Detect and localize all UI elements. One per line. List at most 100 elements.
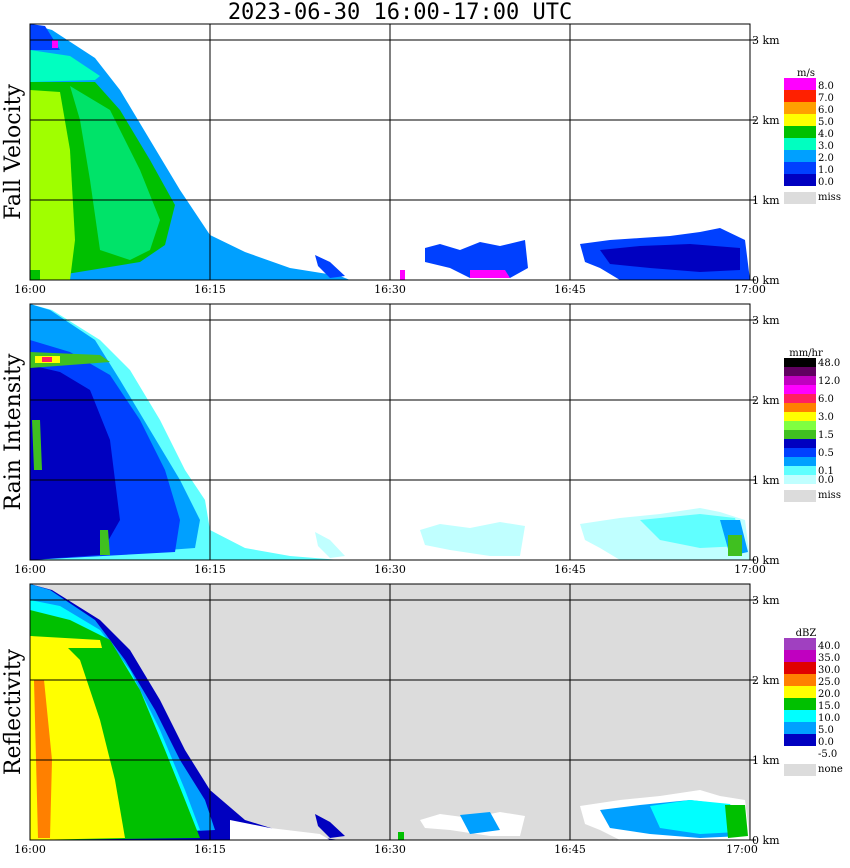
- legend-label: 48.0: [818, 358, 840, 369]
- legend-label: 3.0: [818, 141, 834, 152]
- legend-swatch: [784, 150, 816, 162]
- legend-missing-label: none: [818, 764, 843, 775]
- x-tick-label: 17:00: [734, 283, 766, 296]
- y-tick-label: 2 km: [752, 114, 780, 127]
- plot-frame: [29, 583, 751, 841]
- legend-missing-label: miss: [818, 490, 841, 501]
- legend-swatch: [784, 638, 816, 650]
- y-tick-label: 0 km: [752, 834, 780, 847]
- legend-swatch: [784, 90, 816, 102]
- rain-intensity-ylabel: Rain Intensity: [1, 353, 26, 510]
- legend-unit: m/s: [797, 68, 815, 79]
- legend-swatch: [784, 421, 816, 430]
- y-tick-label: 3 km: [752, 314, 780, 327]
- legend-unit: dBZ: [796, 628, 817, 639]
- y-tick-label: 3 km: [752, 594, 780, 607]
- legend-swatch: [784, 448, 816, 457]
- legend-label: 0.0: [818, 177, 834, 188]
- legend-swatch: [784, 698, 816, 710]
- fall-velocity-ylabel: Fall Velocity: [1, 84, 26, 220]
- legend-swatch: [784, 466, 816, 475]
- y-tick-label: 3 km: [752, 34, 780, 47]
- grid-lines: [30, 304, 750, 560]
- legend-missing-label: miss: [818, 192, 841, 203]
- legend-label: 0.1: [818, 466, 834, 477]
- legend-label: 12.0: [818, 376, 840, 387]
- legend-swatch: [784, 385, 816, 394]
- legend-swatch: [784, 439, 816, 448]
- legend-missing-swatch: [784, 764, 816, 776]
- y-tick-label: 2 km: [752, 394, 780, 407]
- legend-swatch: [784, 722, 816, 734]
- legend-label: 0.0: [818, 475, 834, 486]
- x-tick-label: 16:45: [554, 283, 586, 296]
- grid-lines: [30, 24, 750, 280]
- rain-intensity-panel: Rain Intensity 0 km 1 km 2 km 3 km 16:00…: [1, 303, 841, 576]
- legend-label: 15.0: [818, 701, 840, 712]
- y-tick-label: 1 km: [752, 754, 780, 767]
- x-tick-label: 16:45: [554, 563, 586, 576]
- legend-swatch: [784, 403, 816, 412]
- fall-velocity-legend: m/s8.07.06.05.04.03.02.01.00.0 miss: [784, 68, 841, 204]
- y-tick-label: 0 km: [752, 554, 780, 567]
- legend-swatch: [784, 376, 816, 385]
- legend-swatch: [784, 457, 816, 466]
- legend-label: -5.0: [818, 749, 837, 760]
- legend-swatch: [784, 746, 816, 758]
- x-tick-label: 16:15: [194, 843, 226, 856]
- reflectivity-field: [30, 584, 750, 840]
- legend-missing-swatch: [784, 490, 816, 502]
- legend-label: 4.0: [818, 129, 834, 140]
- legend-swatch: [784, 174, 816, 186]
- reflectivity-ylabel: Reflectivity: [1, 648, 26, 775]
- legend-swatch: [784, 114, 816, 126]
- legend-swatch: [784, 686, 816, 698]
- x-tick-label: 17:00: [734, 563, 766, 576]
- legend-swatch: [784, 662, 816, 674]
- y-tick-label: 2 km: [752, 674, 780, 687]
- legend-swatch: [784, 734, 816, 746]
- legend-swatch: [784, 475, 816, 484]
- reflectivity-legend: dBZ40.035.030.025.020.015.010.05.00.0-5.…: [784, 628, 843, 776]
- legend-unit: mm/hr: [789, 348, 823, 359]
- legend-label: 7.0: [818, 93, 834, 104]
- fall-velocity-panel: Fall Velocity 0 km 1 km 2 km 3 km 16:00 …: [1, 23, 841, 296]
- legend-label: 10.0: [818, 713, 840, 724]
- legend-swatch: [784, 162, 816, 174]
- legend-missing-swatch: [784, 192, 816, 204]
- legend-label: 25.0: [818, 677, 840, 688]
- x-tick-label: 16:30: [374, 563, 406, 576]
- legend-label: 1.0: [818, 165, 834, 176]
- grid-lines: [30, 584, 750, 840]
- y-tick-label: 1 km: [752, 194, 780, 207]
- x-tick-label: 16:00: [14, 283, 46, 296]
- rain-intensity-field: [30, 304, 750, 560]
- x-tick-label: 16:30: [374, 843, 406, 856]
- reflectivity-panel: Reflectivity 0 km 1 km 2 km 3 km 16:00 1…: [1, 583, 843, 856]
- legend-swatch: [784, 394, 816, 403]
- legend-label: 5.0: [818, 117, 834, 128]
- legend-label: 3.0: [818, 412, 834, 423]
- legend-swatch: [784, 367, 816, 376]
- legend-label: 6.0: [818, 394, 834, 405]
- y-tick-label: 0 km: [752, 274, 780, 287]
- legend-label: 0.0: [818, 737, 834, 748]
- legend-label: 5.0: [818, 725, 834, 736]
- legend-swatch: [784, 430, 816, 439]
- legend-label: 8.0: [818, 81, 834, 92]
- legend-swatch: [784, 674, 816, 686]
- legend-swatch: [784, 78, 816, 90]
- x-tick-label: 17:00: [726, 843, 758, 856]
- legend-label: 1.5: [818, 430, 834, 441]
- x-tick-label: 16:30: [374, 283, 406, 296]
- x-tick-label: 16:45: [554, 843, 586, 856]
- x-tick-label: 16:15: [194, 283, 226, 296]
- legend-label: 30.0: [818, 665, 840, 676]
- legend-swatch: [784, 650, 816, 662]
- plot-frame: [29, 23, 751, 281]
- legend-label: 40.0: [818, 641, 840, 652]
- legend-label: 35.0: [818, 653, 840, 664]
- legend-label: 0.5: [818, 448, 834, 459]
